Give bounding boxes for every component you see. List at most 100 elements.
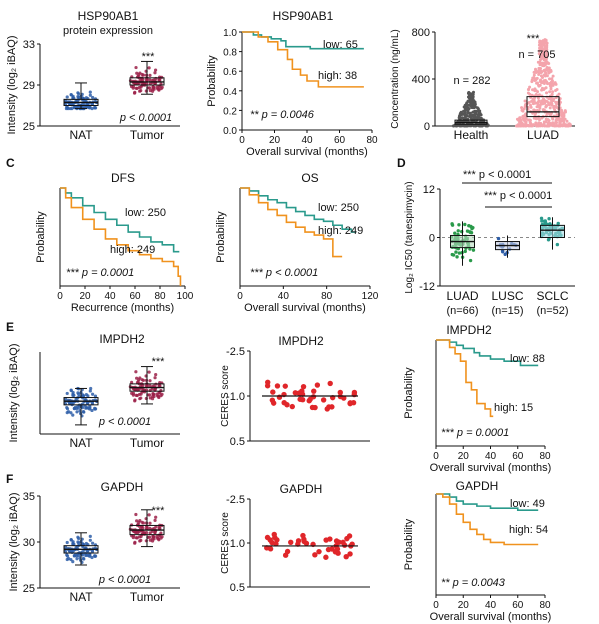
data-point [65, 95, 69, 99]
data-point [546, 238, 551, 242]
x-tick-label: 40 [301, 135, 313, 146]
data-point [134, 370, 138, 374]
km-legend-label: low: 250 [318, 202, 359, 214]
x-tick-label: 80 [366, 135, 378, 146]
p-value-label: ** p = 0.0046 [250, 109, 315, 121]
y-tick-label: 400 [412, 74, 430, 86]
data-point [459, 113, 463, 117]
data-point [141, 77, 145, 82]
data-point [470, 106, 474, 110]
data-point [82, 557, 86, 561]
data-point [521, 109, 525, 113]
y-tick-label: -12 [419, 281, 435, 293]
data-point [467, 99, 471, 103]
data-point [471, 248, 476, 252]
panel-f-gapdh-survival: GAPDH 0 20 40 60 80 Probability Overall surviva… [403, 479, 551, 623]
data-point [133, 399, 137, 403]
data-point [82, 410, 86, 414]
chart-subtitle: protein expression [63, 25, 153, 37]
y-axis-title: Intensity (log₂ iBAQ) [6, 35, 18, 134]
data-point [138, 71, 142, 75]
data-point [154, 372, 158, 377]
y-tick-label: 25 [23, 121, 35, 133]
chart-title: DFS [111, 171, 135, 185]
data-point [135, 376, 139, 380]
data-point [466, 111, 470, 115]
x-tick-label: 60 [512, 451, 524, 462]
data-point [550, 77, 554, 81]
x-tick-label: 20 [458, 600, 470, 611]
category-label: LUAD [446, 289, 478, 303]
data-point [518, 120, 522, 124]
data-point [148, 73, 152, 77]
p-value-label: ** p = 0.0043 [441, 577, 506, 589]
km-legend-label: high: 38 [318, 70, 357, 82]
data-point [148, 526, 152, 530]
data-point [548, 90, 552, 94]
panel-c-dfs: DFS 0 20 40 60 80 100 Probability Recurrence (mo… [35, 171, 194, 314]
data-point [538, 39, 542, 43]
data-point [547, 97, 551, 101]
data-point [272, 534, 278, 541]
data-point [86, 553, 90, 558]
y-axis-title: Log₂ IC50 (tanespimycin) [404, 181, 415, 293]
km-legend-label: low: 65 [323, 39, 358, 51]
data-point [84, 406, 88, 410]
data-point [63, 550, 68, 554]
data-point [471, 90, 475, 94]
data-point [288, 539, 294, 545]
data-point [93, 554, 97, 558]
data-point [90, 408, 94, 413]
data-point [454, 250, 458, 254]
data-point [550, 101, 554, 105]
data-point [139, 538, 143, 543]
panel-letter-d: D [397, 156, 406, 170]
data-point [521, 123, 525, 127]
data-point [543, 101, 547, 105]
sample-size-label: n = 282 [453, 75, 490, 87]
data-point [545, 74, 549, 78]
data-point [551, 82, 555, 86]
x-tick-label: 80 [321, 291, 333, 302]
data-point [337, 389, 343, 396]
data-point [476, 114, 480, 118]
data-point [270, 389, 276, 395]
data-point [153, 71, 157, 75]
data-point [540, 219, 544, 223]
y-tick-label: 0 [429, 233, 435, 245]
data-point [564, 110, 568, 114]
data-point [545, 41, 549, 45]
panel-f-gapdh-ceres: GAPDH 0.5 -1.0 -2.5 CERES score [220, 482, 370, 594]
data-point [554, 88, 558, 92]
data-point [144, 521, 149, 525]
x-axis-title: Recurrence (months) [71, 302, 174, 314]
data-point [530, 93, 534, 97]
data-point [153, 68, 158, 72]
data-point [347, 400, 353, 406]
data-point [551, 121, 555, 125]
data-point [462, 109, 466, 113]
data-point [532, 99, 536, 103]
data-point [156, 394, 161, 398]
data-point [93, 394, 98, 398]
data-point [131, 85, 135, 89]
data-point [545, 104, 549, 108]
x-tick-label: 0 [237, 291, 243, 302]
data-point [520, 106, 524, 110]
data-point [500, 250, 505, 254]
km-curve-high [60, 187, 182, 286]
km-curve-low [240, 187, 357, 233]
significance-stars: *** [527, 33, 541, 45]
data-point [559, 108, 563, 112]
data-point [136, 380, 140, 384]
data-point [560, 117, 564, 121]
data-point [532, 73, 536, 77]
x-tick-label: 40 [104, 291, 116, 302]
data-point [69, 411, 73, 415]
data-point [148, 78, 152, 82]
data-point [264, 534, 271, 541]
data-point [300, 383, 307, 390]
data-point [555, 106, 559, 110]
data-point [136, 530, 140, 535]
